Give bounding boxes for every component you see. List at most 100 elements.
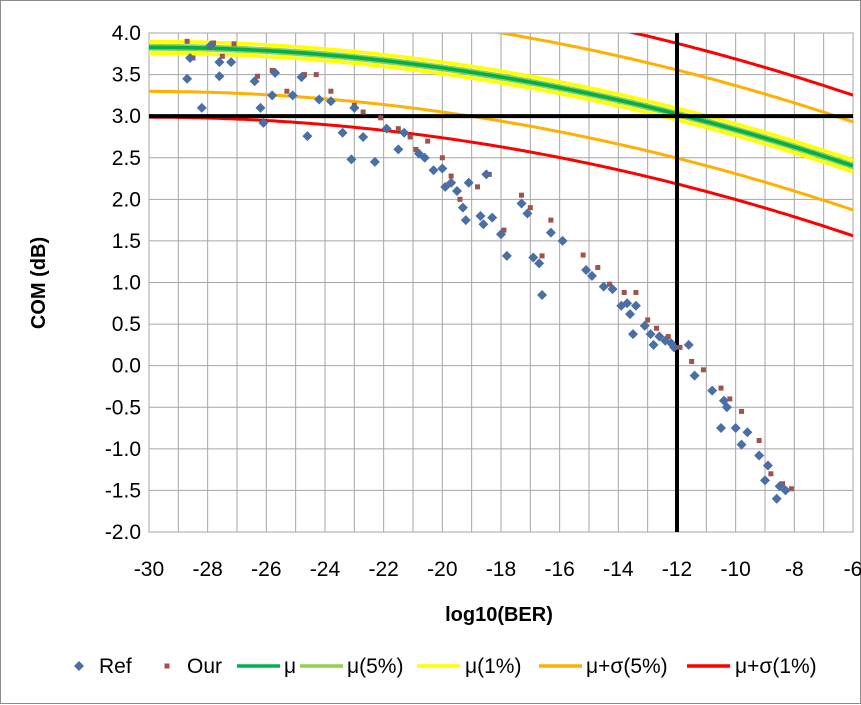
legend-label: μ+σ(5%) (586, 655, 668, 678)
y-tick-label: 2.0 (112, 188, 141, 211)
data-point-our (595, 265, 601, 271)
y-tick-label: 2.5 (112, 147, 141, 170)
data-point-our (413, 146, 419, 152)
data-point-ref (487, 212, 498, 223)
data-point-ref (249, 76, 260, 87)
data-point-our (407, 134, 413, 140)
y-tick-label: 0.5 (112, 313, 141, 336)
data-point-ref (625, 309, 636, 320)
legend-marker-ref (74, 661, 84, 671)
x-tick-labels: -30 -28 -26 -24 -22 -20 -18 -16 -14 -12 -10 -8 -6 (134, 558, 861, 581)
data-point-ref (581, 265, 592, 276)
data-point-ref (413, 148, 424, 159)
data-point-ref (742, 427, 753, 438)
reference-lines (149, 33, 853, 532)
data-point-ref (522, 208, 533, 219)
series-curve (492, 33, 853, 124)
data-point-our (607, 281, 613, 287)
data-point-ref (452, 186, 462, 197)
data-point-our (788, 486, 794, 492)
data-point-our (425, 138, 431, 144)
y-tick-label: -1.5 (105, 479, 141, 502)
data-point-our (718, 385, 724, 391)
data-point-ref (296, 72, 307, 83)
data-point-ref (534, 258, 545, 269)
data-point-ref (287, 90, 298, 101)
data-point-our (457, 196, 463, 202)
y-tick-label: 0.0 (112, 355, 141, 378)
data-point-our (313, 72, 319, 78)
series-curve (149, 45, 853, 168)
data-point-ref (446, 177, 457, 188)
x-tick-label: -22 (368, 558, 398, 581)
data-point-ref (598, 281, 609, 292)
data-point-our (301, 72, 307, 78)
data-point-ref (501, 250, 512, 261)
data-point-ref (780, 485, 791, 496)
data-point-our (439, 155, 445, 161)
data-point-ref (669, 342, 680, 353)
y-tick-label: 1.0 (112, 272, 141, 295)
x-tick-label: -20 (427, 558, 457, 581)
data-point-ref (754, 450, 765, 461)
legend: Ref Our μ μ(5%) μ(1%) μ+σ(5%) μ+σ(1%) (74, 655, 817, 678)
data-point-ref (428, 165, 439, 176)
data-point-our (700, 367, 706, 373)
data-point-ref (325, 96, 336, 107)
data-point-our (527, 205, 533, 211)
x-tick-label: -24 (310, 558, 341, 581)
data-point-ref (630, 300, 641, 311)
data-point-our (677, 344, 683, 350)
data-point-ref (683, 339, 694, 350)
data-point-our (580, 252, 586, 258)
data-point-ref (586, 270, 597, 281)
data-point-our (378, 115, 384, 121)
data-point-ref (475, 210, 486, 221)
data-point-our (645, 317, 651, 323)
x-tick-label: -14 (603, 558, 634, 581)
y-tick-label: 3.0 (112, 105, 141, 128)
data-point-ref (721, 402, 732, 413)
x-tick-label: -30 (134, 558, 164, 581)
data-point-ref (182, 73, 193, 84)
data-point-our (219, 53, 225, 59)
data-point-ref (196, 102, 207, 113)
data-point-our (255, 73, 261, 79)
data-point-ref (381, 123, 392, 134)
data-point-our (475, 184, 481, 190)
series-curve (149, 89, 853, 212)
data-point-ref (460, 215, 471, 226)
data-point-ref (349, 102, 360, 113)
x-tick-label: -16 (544, 558, 574, 581)
data-point-ref (654, 331, 665, 342)
data-point-our (501, 227, 507, 233)
data-point-ref (258, 117, 269, 128)
data-point-ref (267, 90, 278, 101)
y-tick-label: 1.5 (112, 230, 141, 253)
data-point-ref (771, 493, 782, 504)
x-tick-label: -28 (192, 558, 222, 581)
data-point-our (284, 88, 290, 94)
series-curve (149, 115, 853, 238)
data-point-ref (545, 227, 556, 238)
data-point-ref (419, 152, 430, 163)
data-point-ref (185, 52, 196, 63)
data-point-ref (358, 131, 369, 142)
y-tick-label: 3.5 (112, 64, 141, 87)
data-point-ref (314, 94, 325, 105)
data-point-our (448, 173, 454, 179)
data-point-our (395, 126, 401, 132)
x-axis-title: log10(BER) (445, 604, 553, 626)
data-point-our (211, 40, 217, 46)
data-point-our (633, 289, 639, 295)
data-point-ref (716, 423, 726, 434)
data-point-our (360, 109, 366, 115)
data-point-ref (774, 481, 785, 492)
data-point-our (665, 334, 671, 340)
data-point-ref (481, 169, 492, 180)
data-point-our (184, 38, 190, 44)
y-tick-label: -0.5 (105, 396, 141, 419)
y-tick-labels: 4.0 3.5 3.0 2.5 2.0 1.5 1.0 0.5 0.0 -0.5 -1.0 -1.5 -… (105, 22, 141, 544)
data-point-ref (689, 370, 700, 381)
